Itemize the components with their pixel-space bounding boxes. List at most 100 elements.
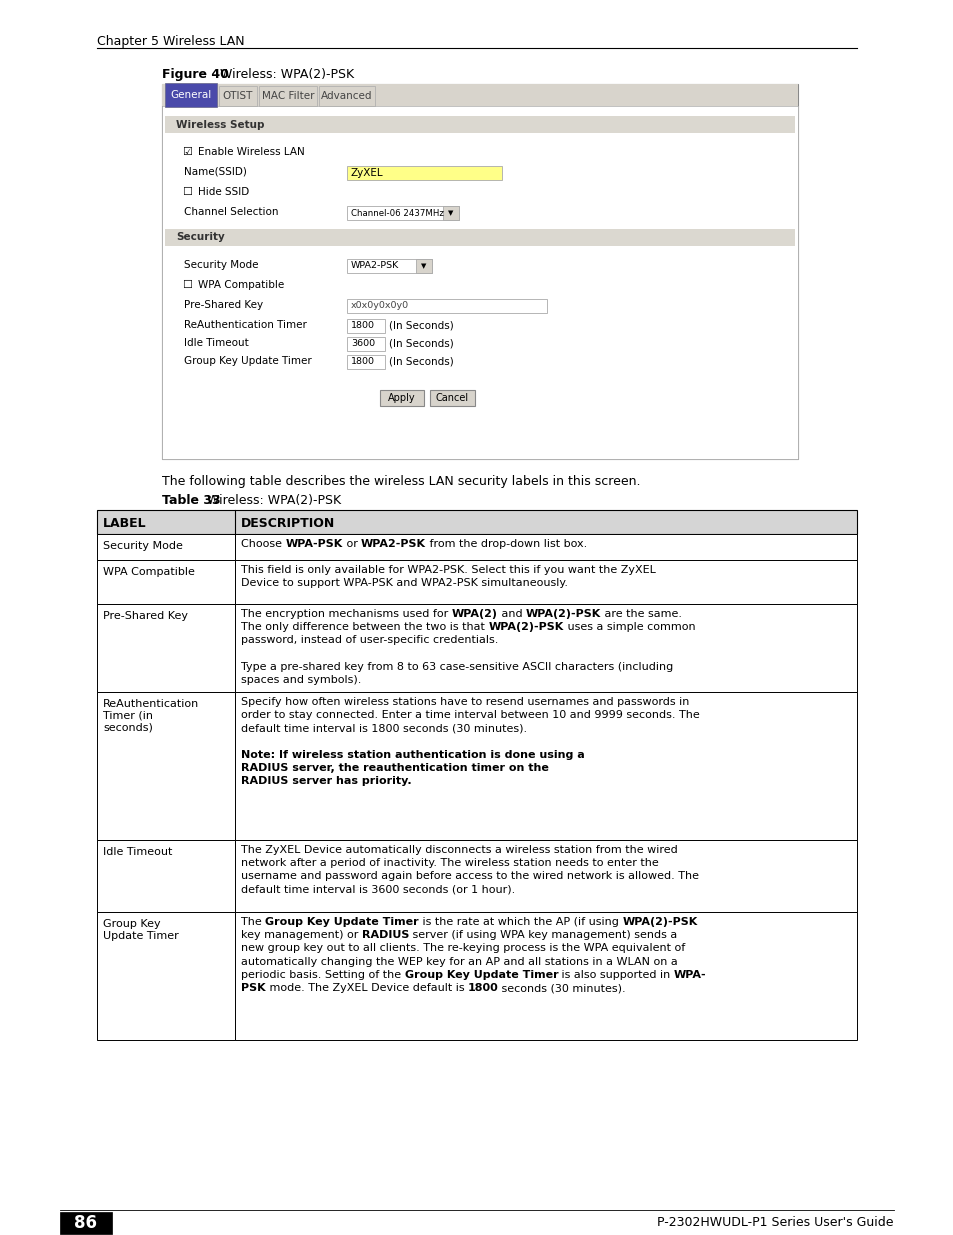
Text: ☐: ☐ (182, 280, 192, 290)
Text: new group key out to all clients. The re-keying process is the WPA equivalent of: new group key out to all clients. The re… (241, 944, 684, 953)
Bar (162, 84, 797, 459)
Text: are the same.: are the same. (600, 609, 681, 619)
Text: WPA2-PSK: WPA2-PSK (361, 538, 426, 550)
Bar (165, 228, 794, 246)
Text: WPA(2)-PSK: WPA(2)-PSK (525, 609, 600, 619)
Text: RADIUS server has priority.: RADIUS server has priority. (241, 777, 411, 787)
Bar (234, 534, 856, 559)
Text: The: The (241, 918, 265, 927)
Text: Idle Timeout: Idle Timeout (184, 338, 249, 348)
Bar (347, 299, 546, 312)
Text: ZyXEL: ZyXEL (351, 168, 383, 178)
Text: automatically changing the WEP key for an AP and all stations in a WLAN on a: automatically changing the WEP key for a… (241, 957, 677, 967)
Bar (318, 86, 375, 106)
Text: The following table describes the wireless LAN security labels in this screen.: The following table describes the wirele… (162, 475, 639, 488)
Text: Hide SSID: Hide SSID (198, 186, 249, 198)
Text: x0x0y0x0y0: x0x0y0x0y0 (351, 301, 409, 310)
Text: P-2302HWUDL-P1 Series User's Guide: P-2302HWUDL-P1 Series User's Guide (657, 1215, 893, 1229)
Text: 3600: 3600 (351, 340, 375, 348)
Bar (379, 390, 423, 406)
Text: is also supported in: is also supported in (558, 969, 673, 979)
Text: Pre-Shared Key: Pre-Shared Key (184, 300, 263, 310)
Bar (97, 911, 234, 1040)
Text: periodic basis. Setting of the: periodic basis. Setting of the (241, 969, 404, 979)
Text: ▼: ▼ (421, 263, 426, 269)
Bar (97, 559, 234, 604)
Text: Note: If wireless station authentication is done using a: Note: If wireless station authentication… (241, 750, 584, 760)
Text: Apply: Apply (388, 393, 416, 403)
Bar (97, 604, 234, 692)
Text: Group Key
Update Timer: Group Key Update Timer (103, 919, 178, 941)
Text: default time interval is 1800 seconds (30 minutes).: default time interval is 1800 seconds (3… (241, 724, 527, 734)
Text: from the drop-down list box.: from the drop-down list box. (426, 538, 587, 550)
Text: RADIUS server, the reauthentication timer on the: RADIUS server, the reauthentication time… (241, 763, 548, 773)
Bar (97, 510, 856, 534)
Text: Group Key Update Timer: Group Key Update Timer (404, 969, 558, 979)
Bar (416, 259, 432, 273)
Bar (347, 206, 458, 220)
Text: (In Seconds): (In Seconds) (389, 338, 454, 348)
Text: WPA Compatible: WPA Compatible (198, 280, 284, 290)
Text: seconds (30 minutes).: seconds (30 minutes). (498, 983, 625, 993)
Text: is the rate at which the AP (if using: is the rate at which the AP (if using (418, 918, 621, 927)
Text: RADIUS: RADIUS (361, 930, 409, 940)
Text: Wireless Setup: Wireless Setup (175, 120, 264, 130)
Bar (97, 692, 234, 840)
Text: Enable Wireless LAN: Enable Wireless LAN (198, 147, 304, 157)
Text: The ZyXEL Device automatically disconnects a wireless station from the wired: The ZyXEL Device automatically disconnec… (241, 845, 677, 855)
Text: Figure 40: Figure 40 (162, 68, 242, 82)
Text: Type a pre-shared key from 8 to 63 case-sensitive ASCII characters (including: Type a pre-shared key from 8 to 63 case-… (241, 662, 673, 672)
Text: WPA(2)-PSK: WPA(2)-PSK (488, 622, 563, 632)
Text: DESCRIPTION: DESCRIPTION (241, 517, 335, 530)
Text: Wireless: WPA(2)-PSK: Wireless: WPA(2)-PSK (207, 494, 341, 508)
Bar (347, 259, 432, 273)
Text: MAC Filter: MAC Filter (261, 91, 314, 101)
Text: and: and (497, 609, 525, 619)
Text: server (if using WPA key management) sends a: server (if using WPA key management) sen… (409, 930, 677, 940)
Bar (234, 840, 856, 911)
Text: Group Key Update Timer: Group Key Update Timer (184, 356, 312, 366)
Bar (234, 559, 856, 604)
Bar (442, 206, 458, 220)
Text: Chapter 5 Wireless LAN: Chapter 5 Wireless LAN (97, 35, 244, 48)
Text: ☑: ☑ (182, 147, 192, 157)
Text: 1800: 1800 (351, 321, 375, 331)
Bar (258, 86, 316, 106)
Text: WPA-PSK: WPA-PSK (285, 538, 342, 550)
Bar (347, 337, 385, 351)
Text: 1800: 1800 (467, 983, 498, 993)
Text: spaces and symbols).: spaces and symbols). (241, 676, 361, 685)
Bar (234, 604, 856, 692)
Bar (165, 83, 216, 107)
Text: Security Mode: Security Mode (103, 541, 183, 551)
Text: WPA2-PSK: WPA2-PSK (351, 262, 399, 270)
Text: Device to support WPA-PSK and WPA2-PSK simultaneously.: Device to support WPA-PSK and WPA2-PSK s… (241, 578, 567, 588)
Bar (162, 84, 797, 106)
Text: Specify how often wireless stations have to resend usernames and passwords in: Specify how often wireless stations have… (241, 697, 689, 706)
Text: WPA(2)-PSK: WPA(2)-PSK (621, 918, 697, 927)
Text: Advanced: Advanced (321, 91, 373, 101)
Text: default time interval is 3600 seconds (or 1 hour).: default time interval is 3600 seconds (o… (241, 884, 515, 894)
Text: or: or (342, 538, 361, 550)
Text: This field is only available for WPA2-PSK. Select this if you want the ZyXEL: This field is only available for WPA2-PS… (241, 564, 656, 576)
Text: Wireless: WPA(2)-PSK: Wireless: WPA(2)-PSK (220, 68, 354, 82)
Bar (347, 165, 501, 180)
Bar (234, 911, 856, 1040)
Bar (97, 840, 234, 911)
Text: Idle Timeout: Idle Timeout (103, 847, 172, 857)
Bar (60, 1212, 112, 1234)
Text: (In Seconds): (In Seconds) (389, 320, 454, 330)
Text: uses a simple common: uses a simple common (563, 622, 695, 632)
Text: ReAuthentication Timer: ReAuthentication Timer (184, 320, 307, 330)
Text: The only difference between the two is that: The only difference between the two is t… (241, 622, 488, 632)
Text: Table 33: Table 33 (162, 494, 233, 508)
Text: Name(SSID): Name(SSID) (184, 167, 247, 177)
Text: (In Seconds): (In Seconds) (389, 356, 454, 366)
Text: 1800: 1800 (351, 357, 375, 367)
Text: LABEL: LABEL (103, 517, 147, 530)
Text: mode. The ZyXEL Device default is: mode. The ZyXEL Device default is (265, 983, 467, 993)
Text: PSK: PSK (241, 983, 265, 993)
Text: network after a period of inactivity. The wireless station needs to enter the: network after a period of inactivity. Th… (241, 858, 659, 868)
Text: OTIST: OTIST (223, 91, 253, 101)
Bar (347, 319, 385, 333)
